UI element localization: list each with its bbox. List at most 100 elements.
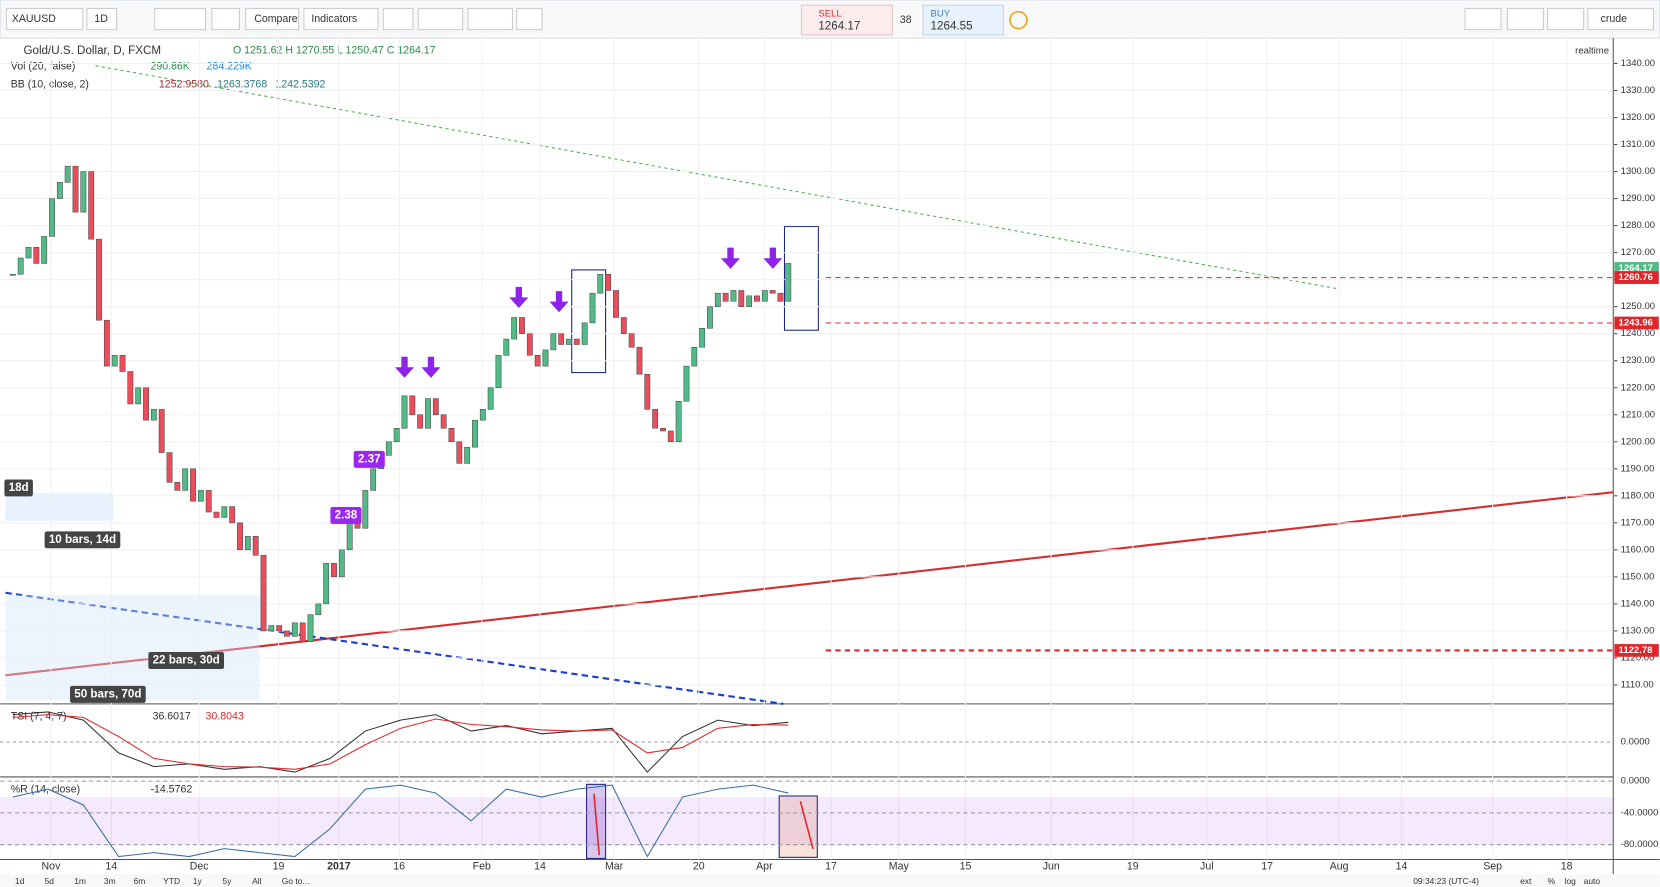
info-icon[interactable] [1009,10,1028,30]
interval-box[interactable] [86,7,118,31]
candle [425,398,431,429]
candle [464,446,471,464]
candle [284,630,290,637]
indicator-line [12,714,789,770]
indicators: Indicators [311,13,357,25]
candle [667,430,674,443]
x-tick-label: 17 [825,861,837,873]
x-tick-label: Mar [605,861,624,873]
candle [660,428,666,432]
layout-box[interactable] [1587,7,1655,31]
indicators-button[interactable] [303,7,379,31]
candle [307,614,314,643]
candle [260,555,267,632]
y-tick-label: 1110.00 [1621,679,1654,690]
candle [41,236,48,264]
idea-button[interactable] [417,7,464,31]
range-button[interactable]: 5y [222,876,232,886]
candle [197,490,204,502]
candle [675,400,682,443]
candle [237,522,243,551]
y-tick-label: 1130.00 [1621,625,1655,636]
range-button[interactable]: 3m [104,876,116,886]
price-tag [1614,271,1659,284]
y-tick-label: 1340.00 [1621,58,1655,69]
range-button[interactable]: 1d [15,876,25,886]
candle [96,238,102,321]
x-tick-label: 14 [1396,861,1408,873]
vol-name: Vol (20, false) [11,60,76,72]
candle [440,414,447,429]
candle [166,452,173,483]
range-button[interactable]: All [252,876,262,886]
cloud-load[interactable] [1506,7,1544,31]
y-tick-label: 1150.00 [1621,571,1655,582]
symbol: XAUUSD [12,13,56,25]
layout-name: crude [1601,13,1628,25]
candle [25,246,32,259]
arrow [421,356,441,378]
candle [542,349,549,367]
red-arrow [799,801,814,850]
candle [746,295,753,307]
symbol-box[interactable] [5,7,84,31]
price-tag-label: 1260.76 [1619,272,1653,283]
annotation-box [148,652,225,669]
settings[interactable] [211,7,240,31]
undo-redo[interactable] [467,7,513,31]
y-tick-label: 1270.00 [1621,247,1655,258]
indicator-line [12,784,789,858]
candle [581,322,588,345]
candle [158,409,165,453]
y-tick-label: 1170.00 [1621,517,1655,528]
buy-button[interactable] [922,4,1005,36]
candle [769,290,776,294]
cloud-save[interactable] [1547,7,1585,31]
arrow [394,356,415,378]
annotation-box [44,531,121,549]
bb-lower: 1242.5392 [275,78,325,90]
sell-price: 1264.17 [818,20,860,33]
candle [738,290,745,307]
y-tick-label: 1300.00 [1621,166,1655,177]
bb-upper: 1263.3768 [217,78,267,90]
candle [143,387,149,421]
x-tick-label: 2017 [327,861,351,873]
compare-button[interactable] [245,7,300,31]
candle [276,625,283,632]
chart-type[interactable] [154,7,207,31]
compare: Compare [254,13,298,25]
x-tick-label: 20 [693,861,705,873]
tsi-value: 36.6017 [153,710,191,722]
candle [487,387,494,410]
candle [268,625,275,632]
candle [777,292,784,302]
range-button[interactable]: 1y [193,876,203,886]
red-arrow [593,793,601,856]
arrow [763,247,783,269]
range-button[interactable]: 5d [45,876,55,886]
candle [80,171,87,213]
candle [526,333,533,356]
bottom-bar [0,874,1660,887]
vol-value: 290.86K [150,60,189,72]
interval: 1D [94,13,108,25]
candle [754,295,760,302]
arrow [720,247,741,269]
realtime: realtime [1575,45,1609,56]
range-button[interactable]: 6m [134,876,146,886]
sell-button[interactable] [800,4,893,36]
alert-button[interactable] [382,7,414,31]
range-button[interactable]: Go to... [282,876,310,886]
candle [644,373,651,410]
x-tick-label: 17 [1261,861,1273,873]
fullscreen[interactable] [516,7,543,31]
range-button[interactable]: YTD [163,876,180,886]
candle [135,387,142,405]
x-tick-label: Dec [190,861,210,873]
range-button[interactable]: 1m [74,876,86,886]
color-box[interactable] [1464,7,1502,31]
candle [417,414,424,429]
candle [558,333,565,345]
